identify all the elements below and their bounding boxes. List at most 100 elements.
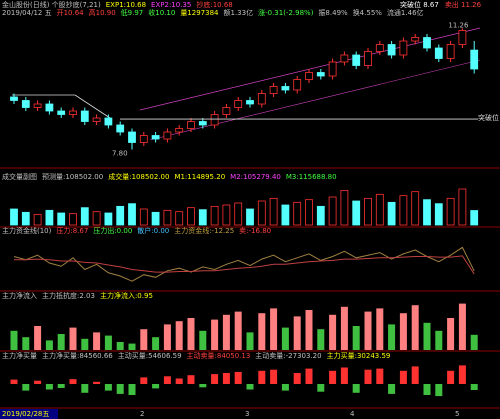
inflow-bar [116, 342, 124, 350]
inflow-bar [246, 332, 254, 350]
volume-bar [470, 210, 479, 226]
month-label: 3 [245, 410, 249, 418]
legend-item: 主力资金线:-12.25 [174, 226, 234, 235]
volume-bar [139, 208, 148, 226]
volume-bar [328, 196, 337, 226]
candle-body [151, 135, 160, 140]
legend-item: 流通1.46亿 [387, 8, 424, 17]
volume-bar [21, 211, 30, 226]
candle-body [375, 44, 384, 52]
volume-bar [128, 203, 136, 226]
month-label: 5 [455, 410, 459, 418]
netbuy-bar [352, 384, 360, 393]
netbuy-bar [388, 384, 396, 394]
candle-body [458, 30, 467, 45]
legend-item: 主动买量:54606.59 [118, 351, 182, 360]
inflow-bar [163, 324, 171, 350]
netbuy-bar [57, 384, 65, 388]
inflow-bar [45, 340, 53, 350]
inflow-bar [81, 338, 89, 350]
candle-body [234, 100, 243, 108]
inflow-bar [222, 314, 230, 350]
volume-bar [151, 211, 160, 226]
netbuy-bar [116, 384, 124, 394]
legend-item: EXP1:10.68 [106, 1, 146, 9]
candle-body [33, 103, 42, 108]
netbuy-bar [399, 370, 407, 384]
inflow-bar [329, 314, 337, 350]
netbuy-bar [470, 384, 478, 391]
legend-item: 低9.97 [121, 8, 144, 17]
candle-body [128, 131, 136, 143]
volume-bar [210, 205, 219, 226]
netbuy-bar [376, 368, 384, 384]
legend-item: 额1.33亿 [224, 8, 254, 17]
inflow-bar [34, 326, 42, 350]
inflow-bar [152, 337, 160, 350]
channel-line [149, 59, 481, 141]
header-right: 突破位 8.67 [400, 0, 439, 9]
candle-body [387, 44, 396, 56]
candle-body [45, 103, 54, 112]
inflow-bar [470, 334, 478, 350]
inflow-bar [234, 311, 242, 350]
volume-bar [458, 188, 467, 226]
candle-body [163, 131, 172, 140]
netbuy-bar [152, 384, 160, 389]
netbuy-bar [270, 369, 278, 384]
inflow-bar [376, 308, 384, 350]
volume-bar [364, 197, 372, 226]
inflow-bar [435, 330, 443, 350]
candle-body [246, 100, 254, 105]
legend-item: 成交量副图 [2, 172, 37, 181]
candle-body [57, 110, 66, 115]
volume-bar [434, 203, 443, 226]
footer-date: 2019/02/28五 [2, 410, 49, 418]
legend-item: EXP2:10.35 [151, 1, 191, 9]
volume-bar [293, 201, 302, 226]
netbuy-bar [293, 373, 301, 384]
volume-bar [387, 201, 396, 226]
inflow-bar [187, 318, 195, 350]
inflow-bar [10, 330, 18, 350]
netbuy-bar [258, 370, 266, 384]
legend-item: 金山股份(日线) 个股抄底(7,21) [2, 0, 101, 9]
inflow-bar [128, 343, 136, 350]
candle-body [222, 107, 231, 115]
netbuy-bar [81, 384, 89, 393]
legend-item: 2019/04/12 五 [2, 9, 52, 17]
legend-item: 主力买量:30243.59 [327, 351, 391, 360]
netbuy-bar [329, 370, 337, 384]
netbuy-bar [22, 384, 30, 391]
legend-item: 主力净流入 [2, 291, 37, 300]
inflow-bar [281, 327, 289, 350]
netbuy-bar [423, 384, 431, 395]
candle-body [210, 114, 219, 126]
legend-item: 主动卖量:-27303.20 [255, 351, 321, 360]
candle-body [198, 121, 207, 126]
legend-item: 涨-0.31(-2.98%) [258, 8, 314, 17]
legend-item: 收10.10 [148, 8, 175, 17]
month-label: 4 [350, 410, 355, 418]
volume-bar [411, 191, 420, 226]
month-label: 2 [140, 410, 144, 418]
capital-line [13, 246, 475, 282]
inflow-bar [317, 329, 325, 350]
volume-bar [80, 207, 89, 226]
volume-bar [257, 200, 266, 226]
candle-body [411, 37, 420, 42]
inflow-bar [388, 324, 396, 350]
volume-bar [222, 204, 231, 226]
candle-body [316, 72, 325, 77]
netbuy-bar [187, 375, 195, 384]
inflow-bar [140, 329, 148, 350]
candle-body [446, 44, 455, 59]
netbuy-bar [10, 379, 18, 384]
inflow-bar [293, 316, 301, 350]
candle-body [293, 79, 302, 91]
inflow-bar [69, 327, 77, 350]
netbuy-bar [222, 373, 230, 384]
netbuy-bar [281, 384, 289, 391]
netbuy-bar [104, 384, 112, 391]
candle-body [10, 96, 18, 101]
